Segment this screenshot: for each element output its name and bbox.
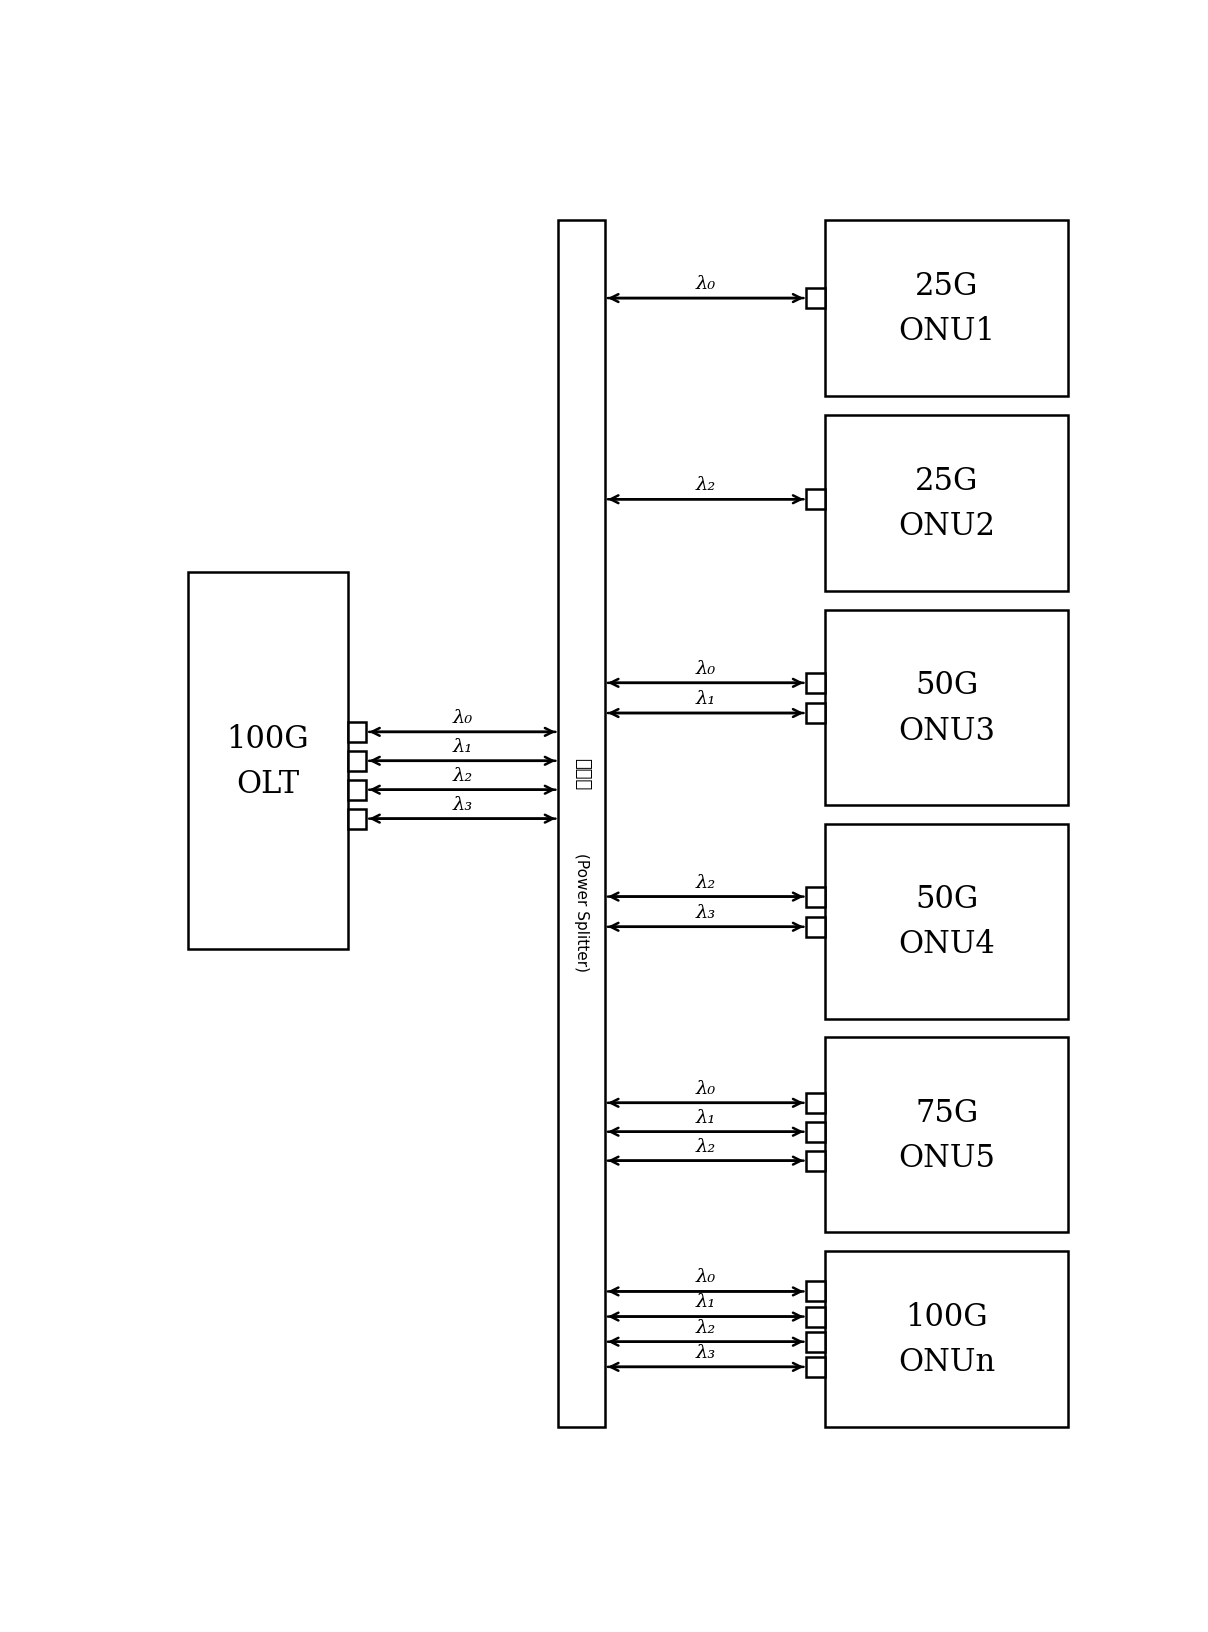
- Bar: [807, 1093, 825, 1113]
- Text: λ₂: λ₂: [696, 1138, 716, 1155]
- Bar: [807, 1332, 825, 1351]
- Text: λ₂: λ₂: [696, 1317, 716, 1337]
- Bar: [807, 703, 825, 723]
- Text: λ₁: λ₁: [696, 689, 716, 708]
- Text: 25G
ONU1: 25G ONU1: [899, 271, 995, 348]
- Bar: [825, 1038, 1068, 1232]
- Bar: [825, 220, 1068, 397]
- Text: λ₀: λ₀: [696, 659, 716, 677]
- Text: λ₃: λ₃: [452, 795, 472, 813]
- Bar: [348, 809, 366, 829]
- Text: λ₀: λ₀: [696, 274, 716, 292]
- Bar: [825, 416, 1068, 592]
- Text: 50G
ONU4: 50G ONU4: [899, 883, 995, 960]
- Bar: [188, 573, 348, 950]
- Bar: [558, 220, 605, 1428]
- Bar: [807, 888, 825, 907]
- Text: λ₃: λ₃: [696, 902, 716, 920]
- Text: 75G
ONU5: 75G ONU5: [899, 1097, 995, 1173]
- Bar: [825, 610, 1068, 805]
- Text: λ₁: λ₁: [696, 1293, 716, 1310]
- Bar: [807, 1121, 825, 1142]
- Bar: [807, 1151, 825, 1172]
- Text: λ₃: λ₃: [696, 1343, 716, 1361]
- Text: 功分器: 功分器: [573, 757, 591, 790]
- Bar: [807, 490, 825, 509]
- Text: λ₂: λ₂: [696, 873, 716, 891]
- Text: (Power Splitter): (Power Splitter): [574, 852, 590, 971]
- Bar: [807, 1307, 825, 1327]
- Text: 100G
OLT: 100G OLT: [227, 723, 309, 800]
- Text: λ₀: λ₀: [696, 1268, 716, 1286]
- Bar: [348, 723, 366, 743]
- Text: λ₂: λ₂: [696, 477, 716, 494]
- Text: 25G
ONU2: 25G ONU2: [899, 465, 995, 542]
- Text: 100G
ONUn: 100G ONUn: [898, 1301, 995, 1377]
- Bar: [348, 751, 366, 772]
- Text: λ₀: λ₀: [452, 708, 472, 726]
- Bar: [825, 1252, 1068, 1428]
- Bar: [807, 1281, 825, 1302]
- Bar: [348, 780, 366, 800]
- Bar: [807, 917, 825, 937]
- Text: λ₀: λ₀: [696, 1079, 716, 1097]
- Bar: [825, 824, 1068, 1018]
- Text: 50G
ONU3: 50G ONU3: [899, 669, 995, 746]
- Bar: [807, 1356, 825, 1377]
- Text: λ₁: λ₁: [452, 738, 472, 756]
- Bar: [807, 289, 825, 308]
- Bar: [807, 674, 825, 694]
- Text: λ₂: λ₂: [452, 765, 472, 783]
- Text: λ₁: λ₁: [696, 1108, 716, 1126]
